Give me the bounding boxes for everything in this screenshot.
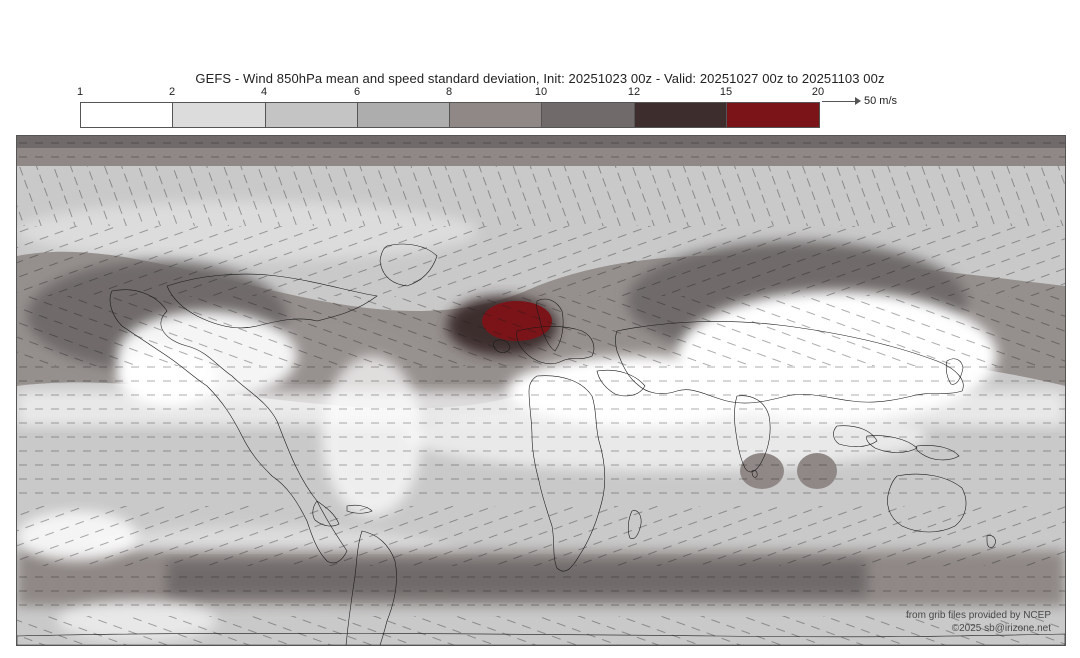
watermark-line1: from grib files provided by NCEP bbox=[906, 609, 1051, 622]
colorbar-tick-7: 15 bbox=[720, 86, 732, 98]
colorbar-segment-1-2 bbox=[81, 103, 173, 127]
colorbar-arrow-label: 50 m/s bbox=[864, 95, 897, 107]
colorbar-gradient bbox=[80, 102, 820, 128]
colorbar-segment-8-10 bbox=[450, 103, 542, 127]
map-watermark: from grib files provided by NCEP ©2025 s… bbox=[906, 609, 1051, 635]
colorbar-tick-2: 4 bbox=[261, 86, 267, 98]
colorbar-ticks: 1 2 4 6 8 10 12 15 20 bbox=[80, 86, 820, 100]
colorbar-tick-3: 6 bbox=[354, 86, 360, 98]
colorbar-tick-6: 12 bbox=[628, 86, 640, 98]
wind-tick-overlay bbox=[17, 136, 1065, 645]
colorbar-tick-0: 1 bbox=[77, 86, 83, 98]
arrow-icon bbox=[822, 101, 860, 102]
colorbar-segment-4-6 bbox=[266, 103, 358, 127]
colorbar-segment-6-8 bbox=[358, 103, 450, 127]
world-map[interactable]: from grib files provided by NCEP ©2025 s… bbox=[16, 135, 1066, 646]
colorbar-segment-12-15 bbox=[635, 103, 727, 127]
page-title: GEFS - Wind 850hPa mean and speed standa… bbox=[0, 71, 1080, 86]
colorbar-tick-4: 8 bbox=[446, 86, 452, 98]
colorbar-segment-10-12 bbox=[542, 103, 634, 127]
colorbar-arrow: 50 m/s bbox=[822, 88, 932, 114]
colorbar-segment-15-20 bbox=[727, 103, 819, 127]
watermark-line2: ©2025 sb@irizone.net bbox=[906, 622, 1051, 635]
colorbar-tick-1: 2 bbox=[169, 86, 175, 98]
colorbar-segment-2-4 bbox=[173, 103, 265, 127]
weather-map-app: GEFS - Wind 850hPa mean and speed standa… bbox=[0, 0, 1080, 658]
colorbar-section: 1 2 4 6 8 10 12 15 20 50 m/s bbox=[80, 86, 840, 126]
colorbar-tick-5: 10 bbox=[535, 86, 547, 98]
